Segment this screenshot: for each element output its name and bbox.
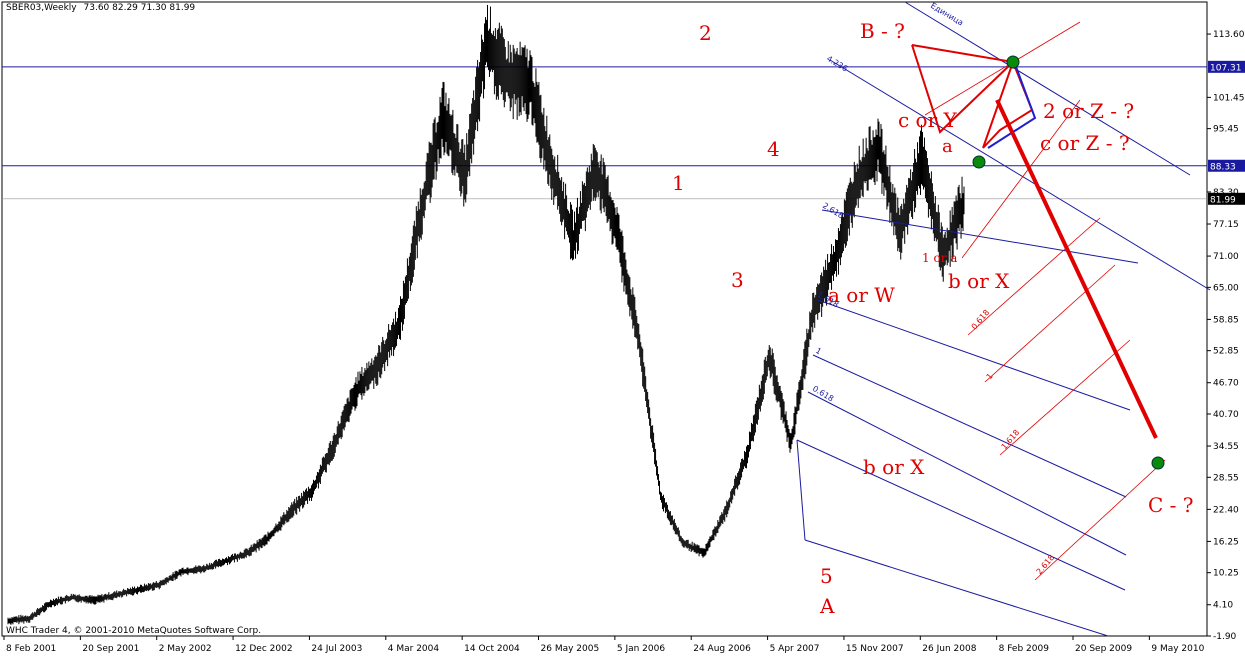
- x-tick-label: 5 Jan 2006: [617, 644, 665, 654]
- y-tick-label: 95.45: [1213, 125, 1239, 135]
- fib-label-1: 1: [814, 346, 823, 356]
- y-tick-label: 77.15: [1213, 220, 1239, 230]
- y-tick-label: 81.99: [1210, 195, 1236, 205]
- pivot-markers: [972, 55, 1165, 470]
- pivot-dot-top: [1006, 55, 1020, 69]
- x-tick-label: 26 Jun 2008: [922, 644, 976, 654]
- y-tick-label: 88.33: [1210, 162, 1236, 172]
- x-tick-label: 4 Mar 2004: [388, 644, 440, 654]
- y-axis: 113.60107.31101.4595.4588.3383.3081.9977…: [1207, 30, 1245, 642]
- blue-fork-lines: [796, 1, 1211, 637]
- ohlc-label: 73.60 82.29 71.30 81.99: [83, 3, 196, 13]
- copyright-label: WHC Trader 4, © 2001-2010 MetaQuotes Sof…: [6, 626, 262, 636]
- wave-label-1-or-a: 1 or a: [922, 251, 957, 265]
- x-tick-label: 14 Oct 2004: [464, 644, 520, 654]
- pivot-dot-target: [1151, 456, 1165, 470]
- pivot-dot-mid: [972, 155, 986, 169]
- x-tick-label: 24 Aug 2006: [693, 644, 751, 654]
- y-tick-label: 107.31: [1210, 63, 1242, 73]
- red-fork-lines: [924, 21, 1166, 581]
- x-tick-label: 2 May 2002: [159, 644, 212, 654]
- y-tick-badge: [1208, 192, 1245, 205]
- wave-label-4: 4: [767, 137, 780, 161]
- y-tick-label: -1.90: [1213, 632, 1237, 642]
- wave-label-5: 5: [820, 564, 833, 588]
- y-tick-badge: [1208, 159, 1245, 172]
- x-tick-label: 8 Feb 2001: [6, 644, 56, 654]
- y-tick-label: 71.00: [1213, 252, 1239, 262]
- y-tick-badge: [1208, 60, 1245, 73]
- x-tick-label: 9 May 2010: [1151, 644, 1204, 654]
- x-axis: 8 Feb 2001 20 Sep 2001 2 May 2002 12 Dec 20…: [3, 636, 1205, 654]
- wave-label-a-or-w: a or W: [828, 283, 895, 307]
- x-tick-label: 20 Sep 2009: [1075, 644, 1132, 654]
- y-tick-label: 52.85: [1213, 347, 1239, 357]
- x-tick-label: 20 Sep 2001: [82, 644, 139, 654]
- y-tick-label: 10.25: [1213, 569, 1239, 579]
- x-tick-label: 5 Apr 2007: [770, 644, 820, 654]
- wave-label-2: 2: [699, 21, 712, 45]
- y-tick-label: 22.40: [1213, 505, 1239, 515]
- wave-label-b-or-x-high: b or X: [948, 269, 1010, 293]
- y-tick-label: 34.55: [1213, 442, 1239, 452]
- fib-red-1: 1: [985, 372, 995, 382]
- wave-label-C: C - ?: [1148, 493, 1194, 517]
- wave-label-1: 1: [672, 171, 685, 195]
- wave-label-3: 3: [731, 268, 744, 292]
- wave-label-b-or-x-low: b or X: [863, 455, 925, 479]
- y-tick-label: 101.45: [1213, 93, 1245, 103]
- wave-drawings: [911, 44, 1158, 439]
- wave-label-c-or-z: c or Z - ?: [1040, 131, 1130, 155]
- wave-label-B: B - ?: [860, 19, 905, 43]
- symbol-label: SBER03,Weekly: [6, 3, 77, 13]
- wave-label-c-or-y: c or Y: [898, 108, 958, 132]
- y-tick-label: 40.70: [1213, 410, 1239, 420]
- price-bars: [7, 4, 965, 625]
- wave-label-A: A: [819, 594, 835, 618]
- chart-header: SBER03,Weekly 73.60 82.29 71.30 81.99: [6, 3, 195, 13]
- y-tick-label: 58.85: [1213, 315, 1239, 325]
- wave-label-2-or-z: 2 or Z - ?: [1043, 99, 1134, 123]
- y-tick-label: 46.70: [1213, 379, 1239, 389]
- y-tick-label: 16.25: [1213, 537, 1239, 547]
- y-tick-label: 28.55: [1213, 473, 1239, 483]
- y-tick-label: 4.10: [1213, 601, 1233, 611]
- x-tick-label: 26 May 2005: [541, 644, 600, 654]
- x-tick-label: 8 Feb 2009: [999, 644, 1050, 654]
- wave-labels: 1 2 3 4 5 A a or W b or X c or Y a 1 or …: [672, 19, 1194, 618]
- wave-label-a: a: [942, 136, 953, 157]
- y-tick-label: 65.00: [1213, 283, 1239, 293]
- y-tick-label: 113.60: [1213, 30, 1245, 40]
- x-tick-label: 12 Dec 2002: [235, 644, 293, 654]
- x-tick-label: 15 Nov 2007: [846, 644, 904, 654]
- x-tick-label: 24 Jul 2003: [311, 644, 362, 654]
